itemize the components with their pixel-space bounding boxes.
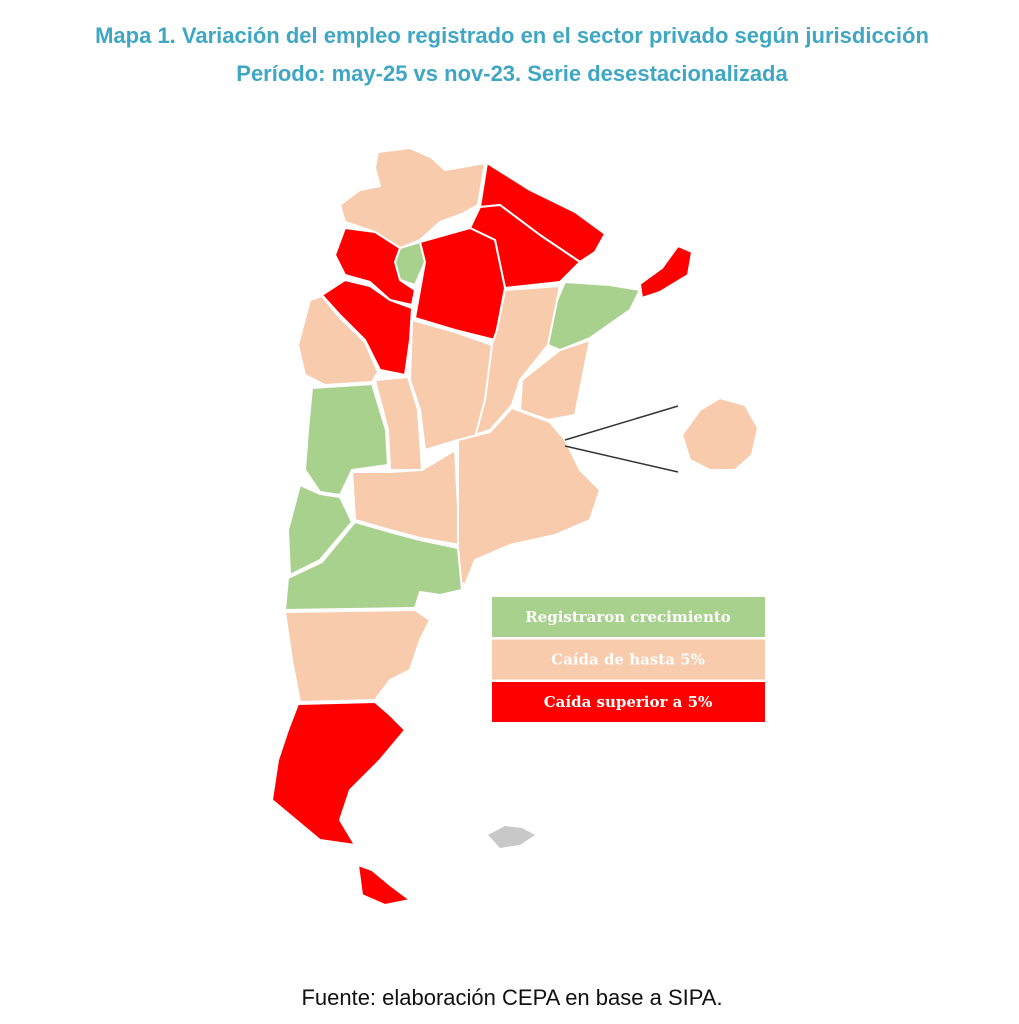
province	[339, 147, 486, 249]
province	[474, 285, 561, 436]
legend-swatch	[492, 639, 765, 680]
province	[284, 609, 431, 703]
province	[284, 521, 463, 611]
legend-label: Registraron crecimiento	[525, 608, 731, 626]
province	[547, 281, 641, 351]
inset-caba	[681, 397, 759, 471]
title-line2: Período: may-25 vs nov-23. Serie desesta…	[236, 61, 788, 86]
province	[639, 245, 693, 299]
legend-label: Caída de hasta 5%	[551, 651, 705, 669]
province	[297, 295, 379, 386]
province	[271, 701, 406, 846]
legend-swatch	[492, 597, 765, 637]
province	[321, 279, 413, 376]
province	[414, 227, 506, 341]
province	[519, 339, 591, 421]
inset-connector	[564, 445, 679, 473]
islands	[488, 826, 535, 848]
inset-connector	[564, 405, 679, 441]
province	[334, 227, 416, 306]
legend-label: Caída superior a 5%	[544, 693, 713, 711]
legend-swatch	[492, 682, 765, 722]
province	[357, 864, 411, 906]
legend: Registraron crecimiento Caída de hasta 5%…	[492, 597, 765, 722]
source: Fuente: elaboración CEPA en base a SIPA.	[301, 985, 722, 1010]
argentina-map	[271, 147, 759, 906]
province	[287, 484, 353, 576]
title-line1: Mapa 1. Variación del empleo registrado …	[95, 23, 929, 48]
province	[304, 383, 389, 496]
province	[454, 407, 601, 586]
